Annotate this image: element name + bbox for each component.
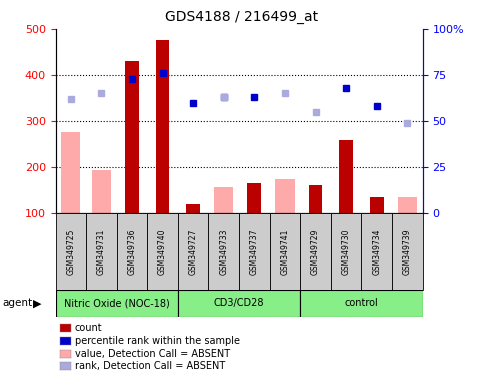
Text: GSM349737: GSM349737 (250, 228, 259, 275)
Text: agent: agent (2, 298, 32, 308)
Text: Nitric Oxide (NOC-18): Nitric Oxide (NOC-18) (64, 298, 170, 308)
Text: GSM349730: GSM349730 (341, 228, 351, 275)
Text: GSM349739: GSM349739 (403, 228, 412, 275)
Bar (214, 187, 233, 213)
Bar (86, 213, 117, 290)
Text: GSM349740: GSM349740 (158, 228, 167, 275)
Bar (56, 213, 86, 290)
Bar (331, 213, 361, 290)
Bar (61, 132, 81, 213)
Bar (398, 197, 417, 213)
Bar (370, 197, 384, 213)
Bar (392, 213, 423, 290)
Text: GSM349729: GSM349729 (311, 228, 320, 275)
Text: GSM349727: GSM349727 (189, 228, 198, 275)
Text: GSM349733: GSM349733 (219, 228, 228, 275)
Bar (56, 290, 178, 317)
Bar (156, 40, 170, 213)
Text: rank, Detection Call = ABSENT: rank, Detection Call = ABSENT (75, 361, 225, 371)
Bar (309, 185, 323, 213)
Bar (247, 183, 261, 213)
Text: count: count (75, 323, 102, 333)
Bar (275, 179, 295, 213)
Text: GSM349734: GSM349734 (372, 228, 381, 275)
Text: value, Detection Call = ABSENT: value, Detection Call = ABSENT (75, 349, 230, 359)
Text: GSM349741: GSM349741 (281, 228, 289, 275)
Bar (300, 213, 331, 290)
Bar (339, 140, 353, 213)
Bar (117, 213, 147, 290)
Text: GSM349725: GSM349725 (66, 228, 75, 275)
Text: CD3/CD28: CD3/CD28 (214, 298, 264, 308)
Bar (300, 290, 423, 317)
Bar (178, 290, 300, 317)
Bar (92, 170, 111, 213)
Bar (178, 213, 209, 290)
Text: GSM349731: GSM349731 (97, 228, 106, 275)
Bar (125, 61, 139, 213)
Text: GDS4188 / 216499_at: GDS4188 / 216499_at (165, 10, 318, 23)
Text: ▶: ▶ (33, 298, 42, 308)
Bar (147, 213, 178, 290)
Bar (209, 213, 239, 290)
Bar (186, 204, 200, 213)
Bar (270, 213, 300, 290)
Bar (361, 213, 392, 290)
Text: GSM349736: GSM349736 (128, 228, 137, 275)
Text: percentile rank within the sample: percentile rank within the sample (75, 336, 240, 346)
Bar (239, 213, 270, 290)
Text: control: control (344, 298, 378, 308)
